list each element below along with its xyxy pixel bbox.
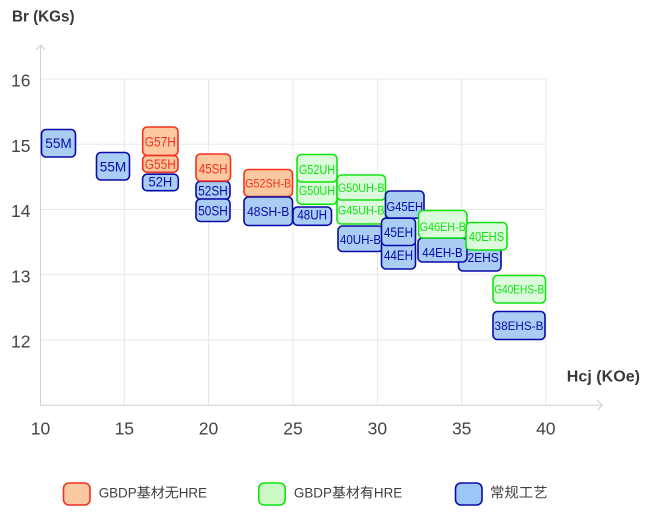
svg-text:40EHS: 40EHS: [469, 229, 504, 244]
svg-text:14: 14: [11, 201, 31, 221]
svg-text:13: 13: [11, 266, 30, 286]
svg-text:48SH-B: 48SH-B: [247, 205, 289, 219]
svg-text:G50UH-B: G50UH-B: [338, 181, 385, 195]
svg-text:45EH: 45EH: [384, 224, 413, 240]
svg-text:HRE: HRE: [374, 485, 402, 501]
svg-text:52SH: 52SH: [198, 182, 228, 198]
svg-text:44EH: 44EH: [384, 247, 413, 263]
svg-text:48UH: 48UH: [297, 207, 327, 223]
svg-text:55M: 55M: [100, 158, 127, 174]
svg-text:G52UH: G52UH: [299, 162, 335, 177]
svg-text:40: 40: [536, 419, 556, 439]
svg-text:16: 16: [11, 71, 30, 91]
svg-text:HRE: HRE: [179, 485, 207, 501]
svg-text:30: 30: [368, 419, 388, 439]
svg-text:G46EH-B: G46EH-B: [420, 220, 466, 234]
svg-text:50SH: 50SH: [198, 202, 228, 218]
svg-text:GBDP: GBDP: [99, 485, 137, 501]
svg-text:10: 10: [31, 419, 51, 439]
svg-text:45SH: 45SH: [199, 160, 228, 176]
svg-text:44EH-B: 44EH-B: [422, 246, 462, 260]
svg-text:GBDP: GBDP: [294, 485, 332, 501]
svg-text:55M: 55M: [45, 135, 72, 151]
svg-text:G50UH: G50UH: [299, 183, 335, 198]
svg-text:G45UH-B: G45UH-B: [338, 204, 385, 218]
svg-text:42EHS: 42EHS: [461, 250, 499, 265]
svg-text:15: 15: [115, 419, 134, 439]
svg-text:35: 35: [452, 419, 471, 439]
svg-text:G52SH-B: G52SH-B: [245, 176, 291, 190]
svg-text:Br (KGs): Br (KGs): [12, 9, 75, 26]
svg-text:G45EH: G45EH: [386, 199, 423, 214]
svg-text:20: 20: [199, 419, 219, 439]
svg-text:25: 25: [283, 419, 302, 439]
svg-text:52H: 52H: [149, 173, 173, 189]
svg-text:40UH-B: 40UH-B: [340, 233, 381, 247]
svg-text:15: 15: [11, 136, 30, 156]
svg-text:12: 12: [11, 332, 30, 352]
svg-text:G57H: G57H: [145, 133, 176, 149]
svg-text:G40EHS-B: G40EHS-B: [494, 283, 544, 297]
svg-text:38EHS-B: 38EHS-B: [495, 319, 544, 333]
svg-text:G55H: G55H: [145, 156, 176, 172]
svg-text:Hcj (KOe): Hcj (KOe): [567, 369, 640, 386]
